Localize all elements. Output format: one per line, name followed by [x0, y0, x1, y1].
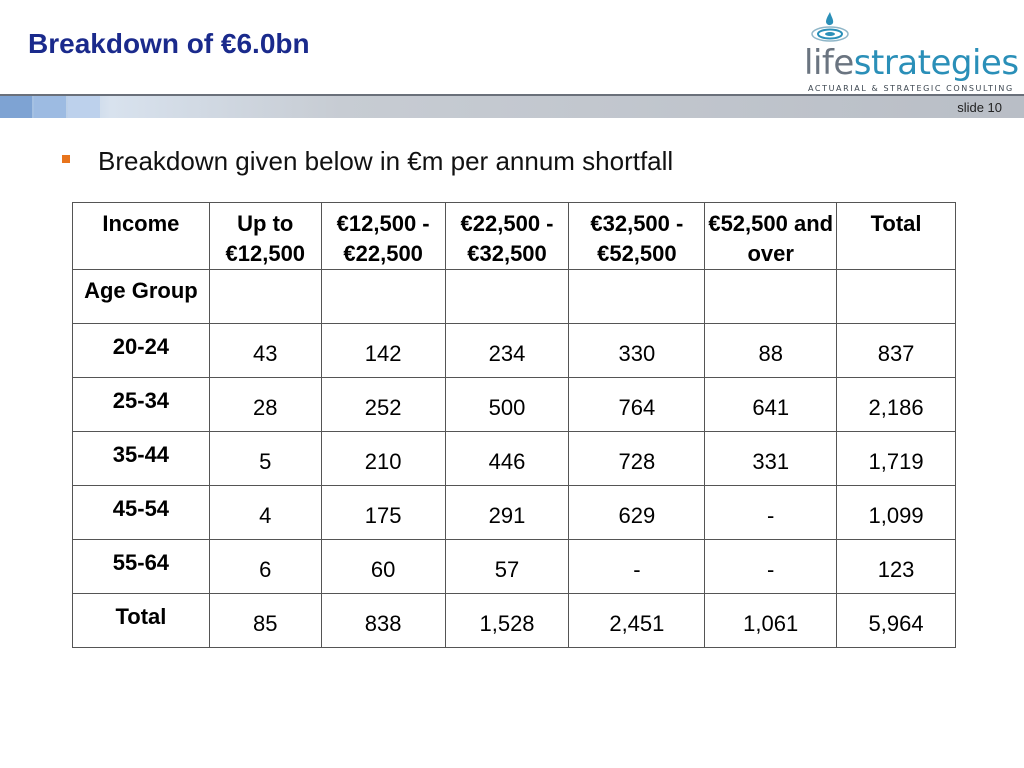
slide-title: Breakdown of €6.0bn	[28, 28, 310, 59]
logo-tagline: ACTUARIAL & STRATEGIC CONSULTING	[808, 84, 1014, 93]
age-group-row: Age Group	[72, 269, 956, 324]
table-cell: 4	[208, 485, 322, 540]
bullet-item: Breakdown given below in €m per annum sh…	[62, 146, 673, 177]
column-header: €22,500 - €32,500	[444, 202, 570, 270]
column-header: Income	[72, 202, 210, 270]
table-cell: 252	[320, 377, 446, 432]
table-cell: 838	[320, 593, 446, 648]
bullet-square-icon	[62, 154, 70, 163]
bullet-text: Breakdown given below in €m per annum sh…	[98, 146, 674, 176]
column-header: Total	[836, 202, 956, 270]
table-cell: 446	[444, 431, 570, 486]
table-cell: 142	[320, 323, 446, 378]
table-row: 20-24 43 142 234 330 88 837	[72, 323, 956, 378]
row-header: 55-64	[72, 539, 210, 594]
header-band	[0, 94, 1024, 118]
water-drop-ripple-icon	[811, 12, 849, 42]
row-header: 45-54	[72, 485, 210, 540]
table-cell	[704, 269, 838, 324]
table-cell: 5,964	[836, 593, 956, 648]
table-cell: 43	[208, 323, 322, 378]
row-header: Total	[72, 593, 210, 648]
company-logo: lifestrategies ACTUARIAL & STRATEGIC CON…	[800, 10, 1019, 94]
table-cell: 88	[704, 323, 838, 378]
table-row: 55-64 6 60 57 - - 123	[72, 539, 956, 594]
table-cell: 85	[208, 593, 322, 648]
table-cell: 331	[704, 431, 838, 486]
table-cell: 500	[444, 377, 570, 432]
table-cell	[444, 269, 570, 324]
table-total-row: Total 85 838 1,528 2,451 1,061 5,964	[72, 593, 956, 648]
column-header: €52,500 and over	[704, 202, 838, 270]
header-rule	[0, 94, 1024, 96]
logo-wordmark: lifestrategies	[804, 43, 1019, 83]
row-header: 20-24	[72, 323, 210, 378]
table-cell	[836, 269, 956, 324]
table-cell: 210	[320, 431, 446, 486]
table-header-row: Income Up to €12,500 €12,500 - €22,500 €…	[72, 202, 956, 270]
table-cell: 1,061	[704, 593, 838, 648]
table-cell: 1,719	[836, 431, 956, 486]
table-cell: 5	[208, 431, 322, 486]
column-header: €32,500 - €52,500	[568, 202, 706, 270]
table-cell: 2,451	[568, 593, 706, 648]
table-cell: -	[704, 485, 838, 540]
table-cell: 1,099	[836, 485, 956, 540]
table-cell: 28	[208, 377, 322, 432]
table-cell	[320, 269, 446, 324]
table-cell: 1,528	[444, 593, 570, 648]
row-header: 25-34	[72, 377, 210, 432]
table-cell: 837	[836, 323, 956, 378]
table-cell	[568, 269, 706, 324]
shortfall-table: Income Up to €12,500 €12,500 - €22,500 €…	[72, 202, 956, 648]
table-cell: 728	[568, 431, 706, 486]
table-cell: 764	[568, 377, 706, 432]
row-header: 35-44	[72, 431, 210, 486]
table-cell: -	[568, 539, 706, 594]
table-cell: 291	[444, 485, 570, 540]
table-cell: 641	[704, 377, 838, 432]
table-cell: 330	[568, 323, 706, 378]
table-row: 25-34 28 252 500 764 641 2,186	[72, 377, 956, 432]
table-cell: 57	[444, 539, 570, 594]
column-header: Up to €12,500	[208, 202, 322, 270]
table-cell: 2,186	[836, 377, 956, 432]
table-cell: 175	[320, 485, 446, 540]
table-cell: 60	[320, 539, 446, 594]
table-row: 35-44 5 210 446 728 331 1,719	[72, 431, 956, 486]
table-cell: 629	[568, 485, 706, 540]
table-cell: -	[704, 539, 838, 594]
table-row: 45-54 4 175 291 629 - 1,099	[72, 485, 956, 540]
row-header: Age Group	[72, 269, 210, 324]
column-header: €12,500 - €22,500	[320, 202, 446, 270]
table-cell: 234	[444, 323, 570, 378]
table-cell	[208, 269, 322, 324]
table-cell: 123	[836, 539, 956, 594]
table-cell: 6	[208, 539, 322, 594]
slide-number: slide 10	[957, 100, 1002, 115]
